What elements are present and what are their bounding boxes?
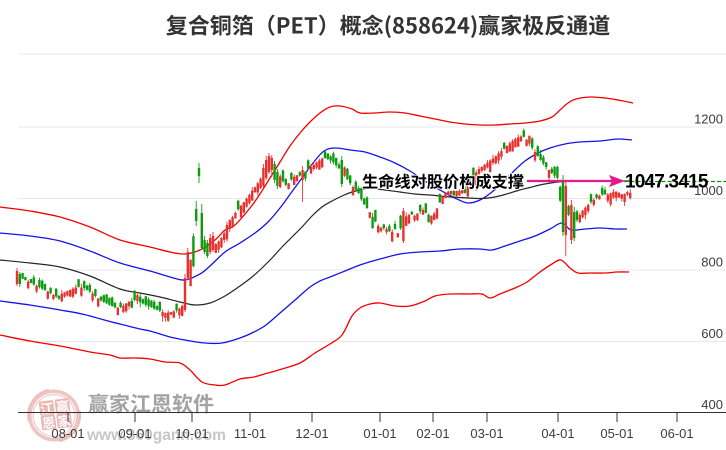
svg-text:600: 600 (701, 326, 723, 341)
svg-text:10-01: 10-01 (175, 426, 208, 441)
svg-text:03-01: 03-01 (470, 426, 503, 441)
svg-text:06-01: 06-01 (660, 426, 693, 441)
svg-text:04-01: 04-01 (541, 426, 574, 441)
svg-text:01-01: 01-01 (363, 426, 396, 441)
svg-text:800: 800 (701, 255, 723, 270)
svg-text:1047.3415: 1047.3415 (625, 172, 709, 193)
svg-text:08-01: 08-01 (51, 426, 84, 441)
svg-text:1000: 1000 (694, 183, 723, 198)
svg-text:1200: 1200 (694, 112, 723, 127)
svg-text:05-01: 05-01 (600, 426, 633, 441)
svg-text:12-01: 12-01 (295, 426, 328, 441)
svg-text:11-01: 11-01 (234, 426, 266, 441)
svg-text:09-01: 09-01 (118, 426, 151, 441)
svg-text:400: 400 (701, 397, 723, 412)
svg-text:02-01: 02-01 (416, 426, 449, 441)
svg-text:www.360gann.com: www.360gann.com (86, 427, 226, 444)
